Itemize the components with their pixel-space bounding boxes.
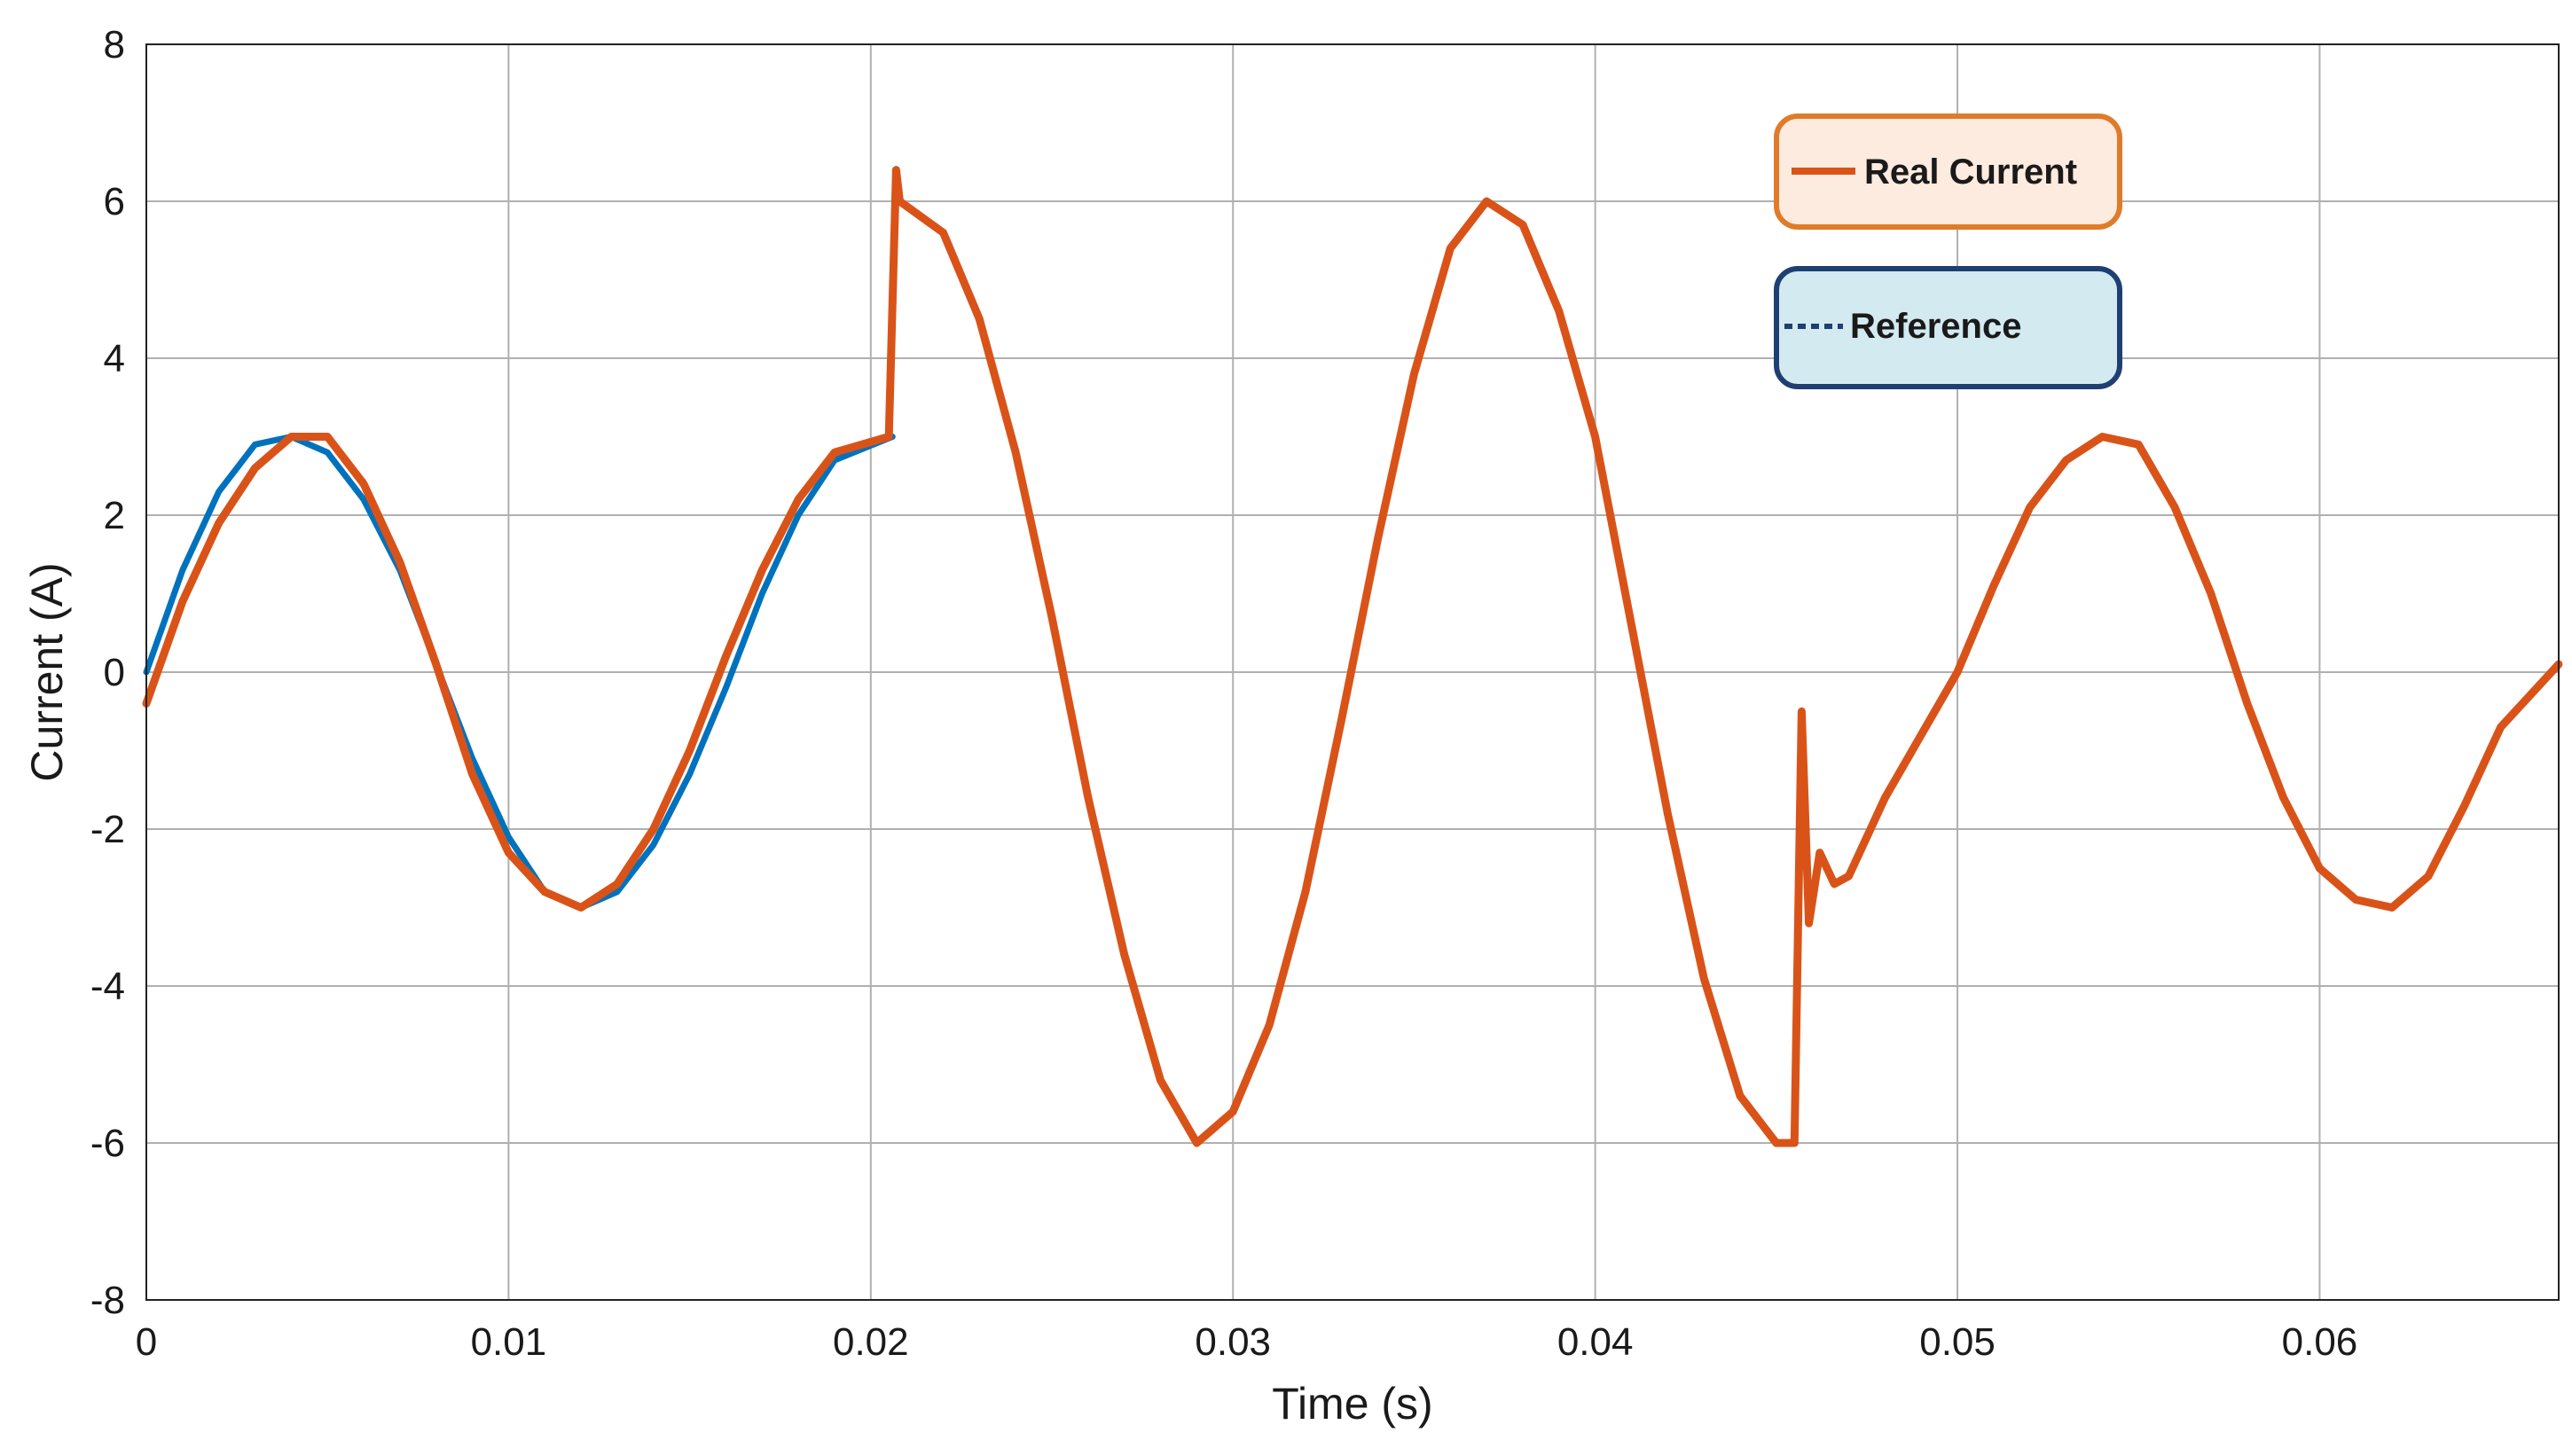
series-line-reference [143,434,896,911]
x-tick-label: 0.04 [1557,1320,1634,1364]
x-axis-title: Time (s) [1272,1379,1432,1429]
y-tick-label: 6 [104,180,125,223]
legend-real-current: Real Current [1774,114,2122,230]
x-tick-label: 0.02 [833,1320,909,1364]
plot-frame [145,43,2560,1301]
series-group [142,166,2563,1147]
ticks: 0 0.01 0.02 0.03 0.04 0.05 0.06 -8 -6 -4 -2 0 2 4 6 8 [90,23,2357,1364]
x-tick-label: 0.01 [471,1320,547,1364]
x-tick-label: 0.05 [1919,1320,1996,1364]
x-tick-label: 0 [136,1320,157,1364]
legend-label-reference: Reference [1850,307,2021,346]
x-tick-label: 0.03 [1195,1320,1271,1364]
y-tick-label: -6 [90,1122,125,1165]
y-tick-label: 2 [104,494,125,537]
legend-box-reference [1774,266,2122,389]
x-tick-label: 0.06 [2282,1320,2358,1364]
y-tick-label: -8 [90,1279,125,1322]
legend-box-real-current [1774,114,2122,230]
legend-reference: Reference [1774,266,2122,389]
series-line-real-current [142,166,2563,1147]
y-tick-label: 4 [104,337,125,380]
y-tick-label: -2 [90,808,125,851]
y-tick-label: 8 [104,23,125,67]
y-tick-label: 0 [104,651,125,694]
legend-label-real-current: Real Current [1864,153,2077,192]
y-axis-title: Current (A) [22,562,72,781]
y-tick-label: -4 [90,965,125,1008]
